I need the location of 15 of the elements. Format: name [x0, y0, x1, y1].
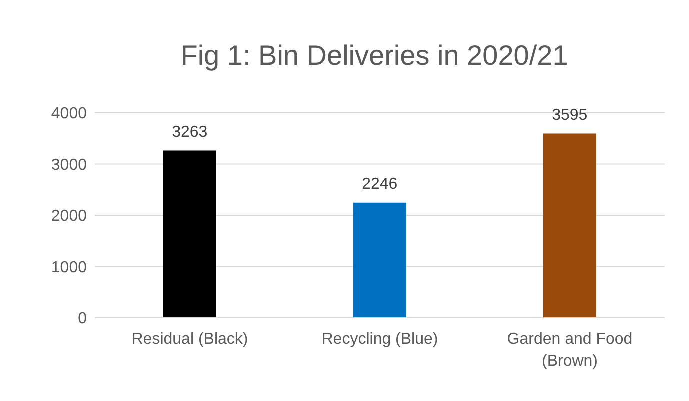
x-tick-label: Residual (Black): [132, 331, 248, 348]
chart-title: Fig 1: Bin Deliveries in 2020/21: [180, 38, 570, 73]
y-tick-label: 4000: [51, 106, 88, 123]
bar: [353, 202, 406, 318]
bar: [543, 134, 596, 318]
data-label: 2246: [362, 176, 398, 193]
x-tick-label: Recycling (Blue): [322, 331, 438, 348]
bar: [163, 150, 216, 318]
y-tick-label: 1000: [51, 259, 88, 276]
y-tick-label: 3000: [51, 156, 88, 174]
data-label: 3595: [552, 106, 588, 124]
data-label: 3263: [172, 124, 208, 141]
y-tick-label: 0: [78, 310, 88, 328]
y-tick-label: 2000: [51, 208, 88, 226]
x-tick-label: Garden and Food (Brown): [507, 331, 633, 370]
